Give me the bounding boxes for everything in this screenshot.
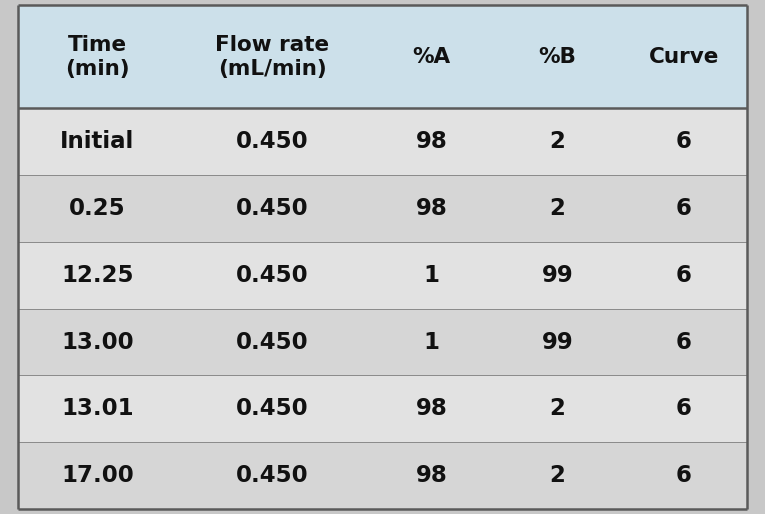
Bar bbox=[18, 309, 747, 375]
Bar bbox=[18, 108, 747, 175]
Text: 6: 6 bbox=[676, 397, 692, 420]
Text: 6: 6 bbox=[676, 464, 692, 487]
Text: 6: 6 bbox=[676, 130, 692, 153]
Text: %B: %B bbox=[539, 47, 577, 67]
Text: 17.00: 17.00 bbox=[61, 464, 134, 487]
Text: 12.25: 12.25 bbox=[61, 264, 134, 287]
Text: 0.450: 0.450 bbox=[236, 197, 309, 220]
Text: 6: 6 bbox=[676, 264, 692, 287]
Text: 0.25: 0.25 bbox=[69, 197, 125, 220]
Text: 1: 1 bbox=[423, 331, 439, 354]
Text: 6: 6 bbox=[676, 197, 692, 220]
Text: 13.01: 13.01 bbox=[61, 397, 134, 420]
Text: 0.450: 0.450 bbox=[236, 264, 309, 287]
Bar bbox=[18, 175, 747, 242]
Text: %A: %A bbox=[412, 47, 451, 67]
Bar bbox=[18, 242, 747, 309]
Text: 2: 2 bbox=[550, 397, 565, 420]
Text: Curve: Curve bbox=[649, 47, 719, 67]
Text: 13.00: 13.00 bbox=[61, 331, 134, 354]
Text: 6: 6 bbox=[676, 331, 692, 354]
Text: 0.450: 0.450 bbox=[236, 130, 309, 153]
Text: 98: 98 bbox=[415, 130, 448, 153]
Text: 1: 1 bbox=[423, 264, 439, 287]
Text: 2: 2 bbox=[550, 130, 565, 153]
Text: 98: 98 bbox=[415, 197, 448, 220]
Text: 98: 98 bbox=[415, 464, 448, 487]
Text: 0.450: 0.450 bbox=[236, 464, 309, 487]
Bar bbox=[18, 442, 747, 509]
Text: 0.450: 0.450 bbox=[236, 397, 309, 420]
Text: 0.450: 0.450 bbox=[236, 331, 309, 354]
Text: 99: 99 bbox=[542, 264, 574, 287]
Text: Time
(min): Time (min) bbox=[65, 34, 130, 79]
Text: Initial: Initial bbox=[60, 130, 135, 153]
Text: 2: 2 bbox=[550, 464, 565, 487]
Text: 98: 98 bbox=[415, 397, 448, 420]
Text: 2: 2 bbox=[550, 197, 565, 220]
Bar bbox=[18, 5, 747, 108]
Text: 99: 99 bbox=[542, 331, 574, 354]
Text: Flow rate
(mL/min): Flow rate (mL/min) bbox=[216, 34, 330, 79]
Bar bbox=[18, 375, 747, 442]
